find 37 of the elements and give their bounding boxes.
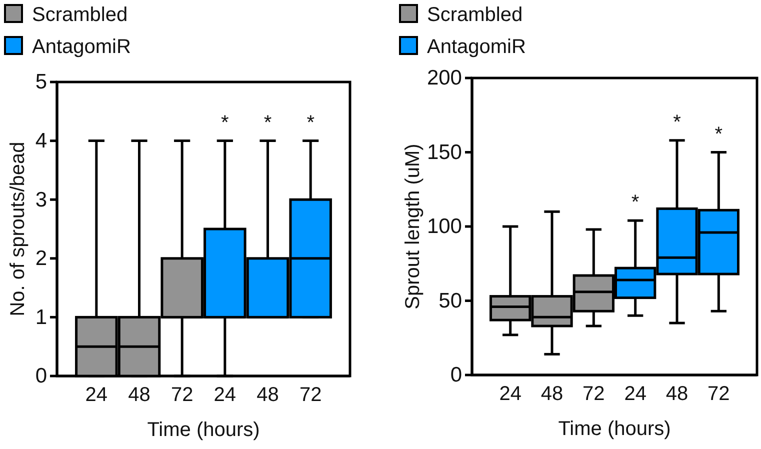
y-tick-label: 0 xyxy=(35,364,47,388)
x-tick-label: 48 xyxy=(540,383,564,405)
x-tick-label: 72 xyxy=(708,383,730,405)
x-tick-label: 72 xyxy=(299,384,322,406)
x-tick-label: 72 xyxy=(170,384,194,406)
annotation: * xyxy=(714,123,723,146)
x-axis-title: Time (hours) xyxy=(147,419,260,441)
y-tick-label: 5 xyxy=(35,70,47,94)
y-tick-label: 3 xyxy=(35,188,47,212)
y-tick-label: 50 xyxy=(438,289,462,312)
annotation: * xyxy=(221,112,230,134)
y-tick-label: 200 xyxy=(426,66,462,90)
x-tick-label: 24 xyxy=(85,384,108,406)
x-tick-label: 72 xyxy=(582,383,605,405)
y-tick-label: 1 xyxy=(35,306,47,329)
legend-label: Scrambled xyxy=(427,4,523,26)
x-tick-label: 48 xyxy=(128,384,150,406)
y-tick-label: 2 xyxy=(35,247,47,270)
annotation: * xyxy=(631,192,640,214)
x-tick-label: 48 xyxy=(256,384,279,406)
legend-label: AntagomiR xyxy=(427,36,526,58)
x-axis-title: Time (hours) xyxy=(558,418,671,440)
annotation: * xyxy=(306,112,315,134)
legend-label: Scrambled xyxy=(32,4,128,26)
annotation: * xyxy=(264,112,272,134)
y-axis-title: Sprout length (uM) xyxy=(402,144,424,310)
x-tick-label: 48 xyxy=(666,383,688,405)
x-tick-label: 24 xyxy=(499,383,522,405)
x-tick-label: 24 xyxy=(214,384,236,406)
x-tick-label: 24 xyxy=(624,383,646,405)
y-tick-label: 0 xyxy=(450,364,462,387)
y-axis-title: No. of sprouts/bead xyxy=(7,142,29,316)
legend-label: AntagomiR xyxy=(32,36,131,58)
y-tick-label: 4 xyxy=(35,130,48,153)
y-tick-label: 150 xyxy=(426,140,462,164)
annotation: * xyxy=(673,111,682,134)
y-tick-label: 100 xyxy=(426,215,462,238)
